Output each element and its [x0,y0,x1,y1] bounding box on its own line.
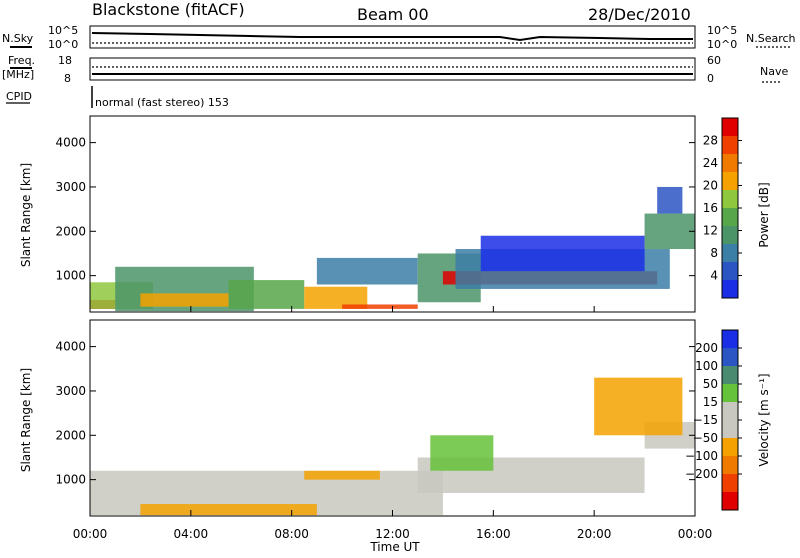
colorbar-swatch [722,244,738,262]
colorbar-tick-label: 16 [703,201,718,215]
ytick-label: 3000 [55,384,86,398]
xtick-label: 12:00 [375,527,410,541]
nsky-tick-bottom: 10^0 [48,38,78,51]
freq-tick-top: 18 [58,54,72,67]
colorbar-tick-label: 15 [703,395,718,409]
power-ylabel: Slant Range [km] [19,163,33,267]
xtick-label: 04:00 [174,527,209,541]
scatter-region-12 [644,213,695,250]
xtick-label: 00:00 [678,527,713,541]
ytick-label: 4000 [55,340,86,354]
scatter-region-6 [594,377,683,436]
station-title: Blackstone (fitACF) [92,0,245,19]
freq-strip-frame [89,57,696,81]
scatter-region-13 [657,186,683,214]
xtick-label: 20:00 [577,527,612,541]
colorbar-tick-label: 28 [703,134,718,148]
power-heatmap [90,186,695,312]
colorbar-tick-label: 20 [703,179,718,193]
colorbar-swatch [722,420,738,438]
velocity-colorbar-label: Velocity [m s⁻¹] [757,373,771,466]
xtick-label: 16:00 [476,527,511,541]
colorbar-tick-label: 4 [710,269,718,283]
colorbar-tick-label: 24 [703,156,718,170]
scatter-region-11 [480,235,645,272]
date-title: 28/Dec/2010 [588,5,691,24]
power-colorbar-label: Power [dB] [757,182,771,247]
colorbar-swatch [722,366,738,384]
colorbar-swatch [722,402,738,420]
xtick-label: 00:00 [73,527,108,541]
cpid-text: normal (fast stereo) 153 [95,96,229,109]
time-axis: 00:00 04:00 08:00 12:00 16:00 20:00 00:00 [73,306,713,541]
velocity-colorbar: 200 100 50 15 −15 −50 −100 −200 [685,329,742,511]
velocity-heatmap [90,377,695,516]
nsky-trace [91,32,693,42]
colorbar-swatch [722,226,738,244]
colorbar-swatch [722,456,738,474]
colorbar-tick-label: 200 [695,341,718,355]
power-yaxis: 1000 2000 3000 4000 [55,136,695,283]
nave-tick-top: 60 [707,54,721,67]
colorbar-swatch [722,438,738,456]
scatter-region-2 [304,470,380,480]
ytick-label: 2000 [55,224,86,238]
colorbar-swatch [722,384,738,402]
colorbar-swatch [722,118,738,136]
ytick-label: 1000 [55,269,86,283]
scatter-region-4 [228,280,305,309]
scatter-region-6 [342,304,418,309]
colorbar-swatch [722,190,738,208]
colorbar-swatch [722,330,738,348]
freq-tick-bottom: 8 [64,72,71,85]
ytick-label: 4000 [55,136,86,150]
nsearch-tick-bottom: 10^0 [707,38,737,51]
ytick-label: 3000 [55,180,86,194]
colorbar-swatch [722,208,738,226]
xaxis-label: Time UT [369,540,420,554]
nsky-label: N.Sky [2,32,34,45]
beam-title: Beam 00 [357,5,429,24]
power-colorbar: 4 8 12 16 20 24 28 [703,117,742,299]
velocity-yaxis: 1000 2000 3000 4000 [55,340,695,487]
nsky-strip-frame [89,25,696,49]
cpid-label: CPID [6,90,32,103]
colorbar-swatch [722,492,738,510]
scatter-region-5 [430,435,494,471]
ytick-label: 1000 [55,473,86,487]
colorbar-tick-label: 50 [703,377,718,391]
nsky-tick-top: 10^5 [48,24,78,37]
colorbar-tick-label: −100 [685,449,718,463]
colorbar-tick-label: −200 [685,467,718,481]
colorbar-tick-label: 12 [703,224,718,238]
colorbar-tick-label: −15 [693,413,718,427]
nave-tick-bottom: 0 [707,72,714,85]
xtick-label: 08:00 [274,527,309,541]
velocity-ylabel: Slant Range [km] [19,368,33,472]
colorbar-swatch [722,154,738,172]
nave-label: Nave [760,65,788,78]
colorbar-swatch [722,262,738,280]
colorbar-tick-label: −50 [693,431,718,445]
nsearch-label: N.Search [746,32,796,45]
colorbar-swatch [722,348,738,366]
nsearch-tick-top: 10^5 [707,24,737,37]
ytick-label: 2000 [55,428,86,442]
colorbar-swatch [722,136,738,154]
colorbar-swatch [722,474,738,492]
scatter-region-3 [140,293,229,307]
freq-units: [MHz] [2,68,34,81]
colorbar-swatch [722,172,738,190]
scatter-region-1 [140,504,317,516]
freq-label: Freq. [8,54,35,67]
scatter-region-7 [316,257,418,285]
scatter-region-5 [304,286,368,309]
colorbar-tick-label: 100 [695,359,718,373]
colorbar-swatch [722,280,738,298]
colorbar-tick-label: 8 [710,246,718,260]
